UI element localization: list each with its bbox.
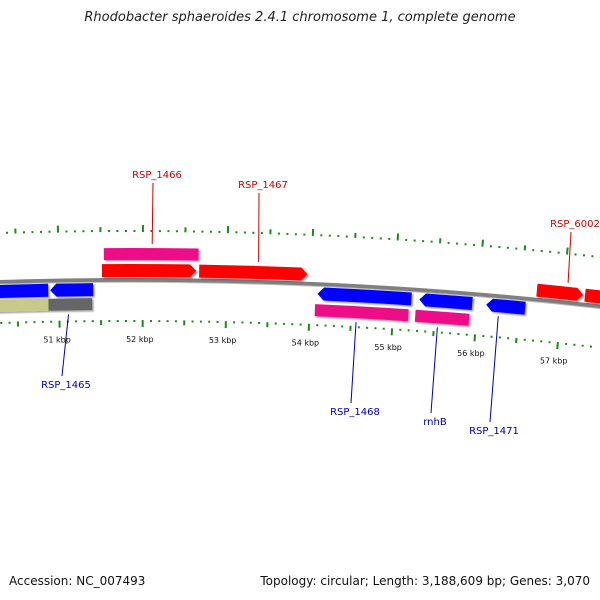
scale-label: 53 kbp <box>209 336 237 345</box>
reverse-cds-arrow <box>486 298 526 315</box>
outer-scale-tick <box>565 247 569 255</box>
backbone-highlight <box>0 281 600 310</box>
accession-text: Accession: NC_007493 <box>9 574 146 588</box>
gene-label: RSP_1468 <box>330 407 380 418</box>
scale-label: 54 kbp <box>292 339 320 348</box>
scale-label: 55 kbp <box>374 343 402 352</box>
gene-label: RSP_1465 <box>41 380 91 391</box>
map-title: Rhodobacter sphaeroides 2.4.1 chromosome… <box>84 10 516 25</box>
gene-block <box>414 309 470 326</box>
reverse-cds-arrow <box>317 287 412 306</box>
scale-label: 57 kbp <box>540 357 568 366</box>
gene-label-leader <box>350 322 357 404</box>
gene-label: RSP_6002 <box>550 219 600 230</box>
gene-label-leader <box>567 231 572 283</box>
forward-cds-arrow <box>584 288 600 304</box>
gene-label-leader <box>61 314 69 377</box>
gene-label: RSP_1466 <box>132 170 182 181</box>
gene-block <box>103 248 199 261</box>
scale-label: 52 kbp <box>126 335 154 344</box>
outer-scale-tick <box>481 239 484 247</box>
inner-scale-tick <box>473 334 477 342</box>
gene-label-leader <box>430 327 438 414</box>
forward-cds-arrow <box>536 283 584 301</box>
genome-summary-text: Topology: circular; Length: 3,188,609 bp… <box>260 574 590 588</box>
reverse-cds-arrow <box>0 283 49 299</box>
gene-label-leader <box>489 316 499 423</box>
reverse-cds-arrow <box>419 293 473 310</box>
feature-block <box>48 298 93 311</box>
gene-label: rnhB <box>423 417 447 428</box>
scale-label: 51 kbp <box>43 336 71 345</box>
backbone-arc <box>0 278 600 309</box>
gene-block <box>314 304 409 322</box>
forward-cds-arrow <box>199 264 308 281</box>
inner-scale-tick <box>556 341 559 350</box>
forward-cds-arrow <box>101 264 197 278</box>
gene-label: RSP_1471 <box>469 426 519 437</box>
feature-block <box>0 298 49 313</box>
reverse-cds-arrow <box>50 283 94 297</box>
gene-label-leader <box>151 182 154 245</box>
scale-label: 56 kbp <box>457 349 485 358</box>
gene-label: RSP_1467 <box>238 180 288 191</box>
